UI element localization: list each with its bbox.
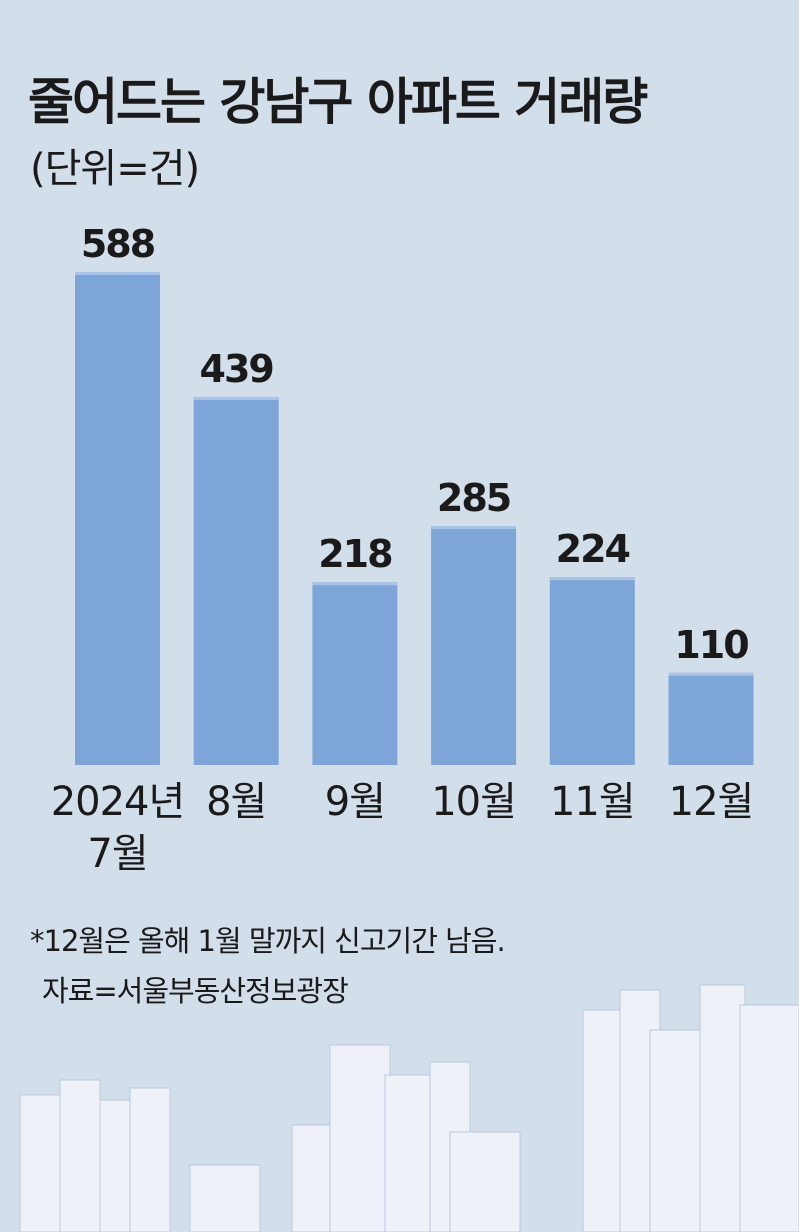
bar-highlight [193, 396, 279, 400]
bar-highlight [431, 526, 517, 530]
chart-title: 줄어드는 강남구 아파트 거래량 [28, 73, 648, 131]
value-label: 285 [436, 476, 512, 521]
chart-subtitle: (단위=건) [30, 146, 200, 192]
bar-highlight [549, 577, 635, 581]
value-label: 110 [674, 622, 749, 667]
x-tick-label: 9월 [324, 779, 386, 825]
value-label: 218 [318, 532, 393, 577]
bar [75, 272, 160, 765]
bar [668, 672, 754, 765]
x-tick-label: 11월 [549, 779, 636, 825]
bar [549, 577, 635, 765]
bar-highlight [668, 672, 754, 676]
footnote: *12월은 올해 1월 말까지 신고기간 남음. [30, 924, 506, 958]
buildings-decoration [19, 984, 799, 1232]
bar [312, 582, 398, 765]
x-tick-label: 8월 [206, 779, 267, 825]
source: 자료=서울부동산정보광장 [42, 974, 349, 1008]
value-label: 224 [555, 527, 631, 572]
bar [431, 526, 517, 765]
bar [193, 396, 279, 765]
x-tick-label: 2024년 7월 [50, 779, 186, 877]
value-label: 439 [199, 346, 275, 391]
bar-highlight [312, 582, 398, 586]
x-tick-label: 12월 [668, 779, 755, 825]
x-tick-label: 10월 [431, 779, 517, 825]
value-label: 588 [80, 222, 156, 266]
bar-highlight [75, 272, 160, 275]
